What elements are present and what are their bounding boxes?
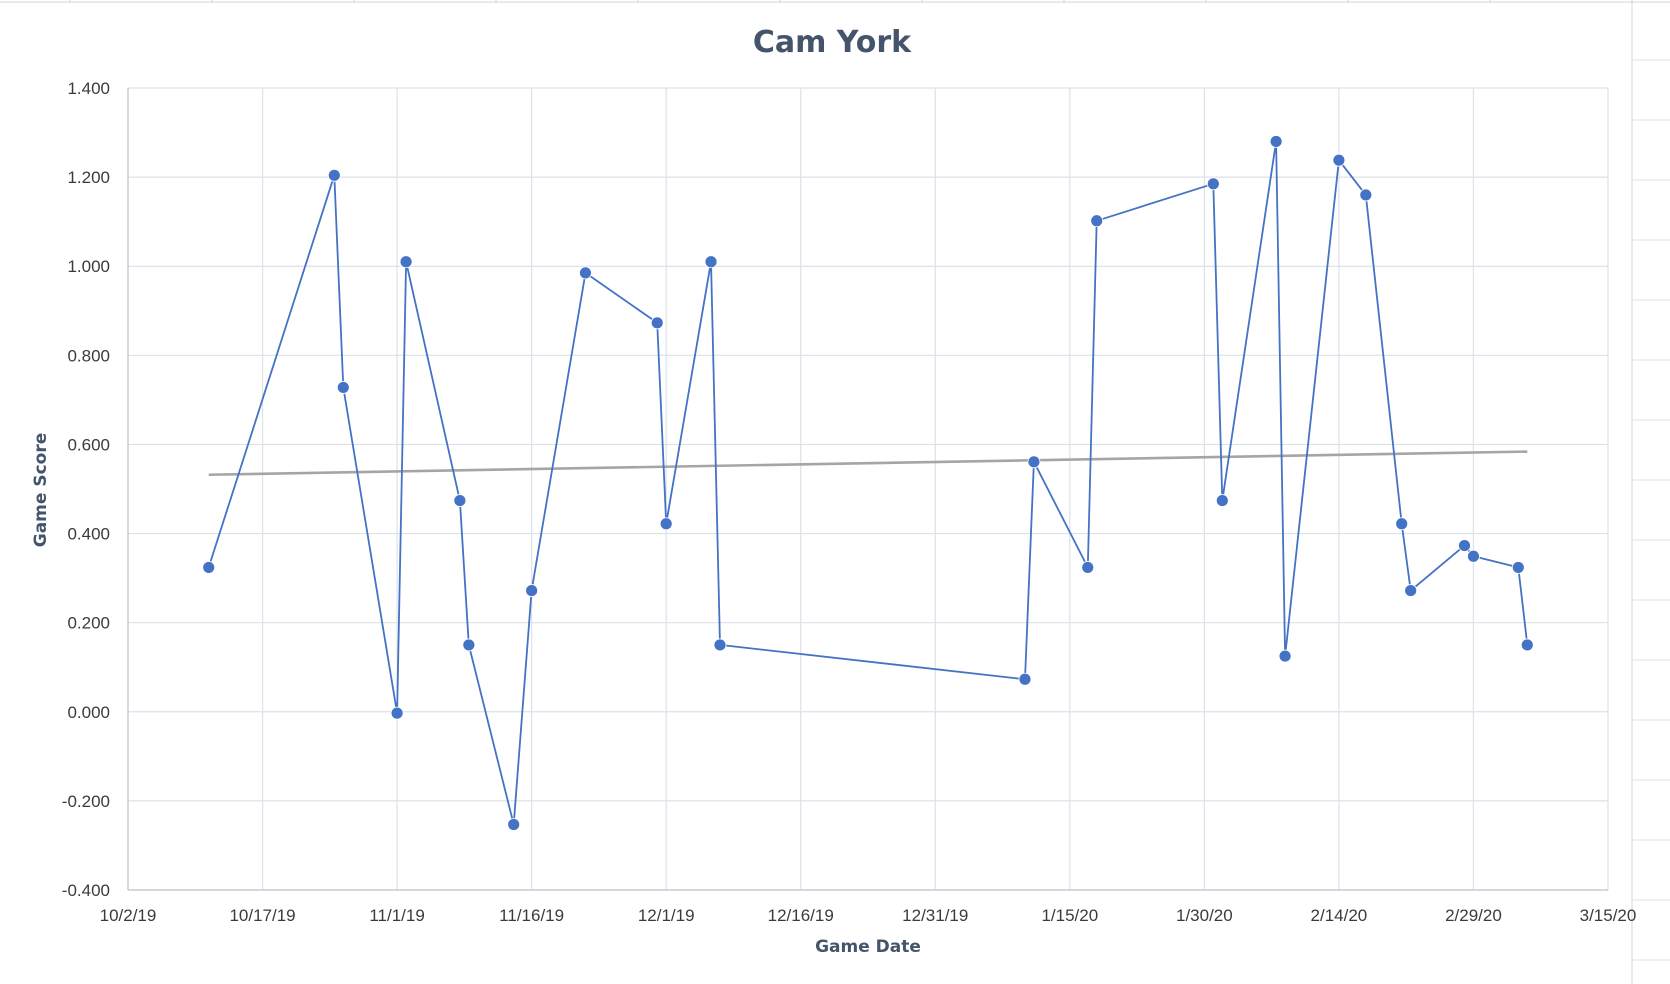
data-point [1269,135,1283,148]
y-tick-label: 0.400 [67,525,110,544]
x-tick-label: 2/29/20 [1445,906,1502,925]
x-tick-label: 3/15/20 [1580,906,1637,925]
data-point [1404,584,1418,597]
data-point [525,584,539,597]
data-point [1520,638,1534,652]
data-point [453,494,467,507]
data-point [202,561,216,574]
y-tick-label: 0.000 [67,703,110,722]
data-point [1215,494,1229,507]
data-point [327,168,341,182]
data-point [507,818,521,831]
data-point [1467,549,1480,563]
y-tick-label: 0.600 [67,435,110,454]
data-point [1359,188,1373,202]
data-point [579,266,592,280]
y-tick-label: 1.000 [67,257,110,276]
x-tick-label: 2/14/20 [1311,906,1368,925]
data-point [1206,177,1220,191]
x-tick-label: 12/31/19 [902,906,968,925]
data-point [1090,214,1104,228]
x-tick-label: 12/16/19 [768,906,834,925]
data-point [713,638,727,652]
x-tick-label: 12/1/19 [638,906,695,925]
trendline-layer [208,450,1528,477]
gridlines [127,87,1609,891]
y-tick-label: -0.200 [62,792,110,811]
data-point [1018,672,1032,686]
data-point [704,255,718,269]
data-point [1027,455,1041,469]
trendline [208,450,1528,477]
y-axis-title: Game Score [31,433,51,548]
y-tick-label: 1.400 [67,79,110,98]
y-tick-label: -0.400 [62,881,110,900]
x-tick-label: 11/1/19 [369,906,424,925]
x-tick-label: 10/17/19 [229,906,295,925]
chart-title: Cam York [753,25,912,60]
data-point [1278,649,1292,663]
axes [127,88,1608,891]
data-point [650,316,664,330]
y-tick-label: 0.200 [67,614,110,633]
data-point [1332,153,1346,167]
y-tick-labels: -0.400 -0.200 0.000 0.200 0.400 0.600 0.800 1.0… [62,79,110,900]
series-points-layer [202,135,1534,831]
series-line-layer [207,140,1529,826]
x-tick-label: 10/2/19 [100,906,157,925]
data-point [1395,517,1409,531]
data-point [336,381,350,394]
data-point [1081,561,1095,574]
x-axis-title: Game Date [815,937,921,957]
data-point [399,255,413,269]
x-tick-label: 11/16/19 [499,906,564,925]
data-point [659,517,673,531]
data-point [1458,539,1471,552]
data-point [1511,561,1525,574]
y-tick-label: 0.800 [67,346,110,365]
series-line [207,140,1529,826]
data-point [462,638,476,652]
x-tick-label: 1/15/20 [1041,906,1098,925]
x-tick-label: 1/30/20 [1176,906,1233,925]
x-tick-labels: 10/2/19 10/17/19 11/1/19 11/16/19 12/1/19 12/… [100,906,1637,925]
data-point [390,706,404,720]
y-tick-label: 1.200 [67,168,110,187]
